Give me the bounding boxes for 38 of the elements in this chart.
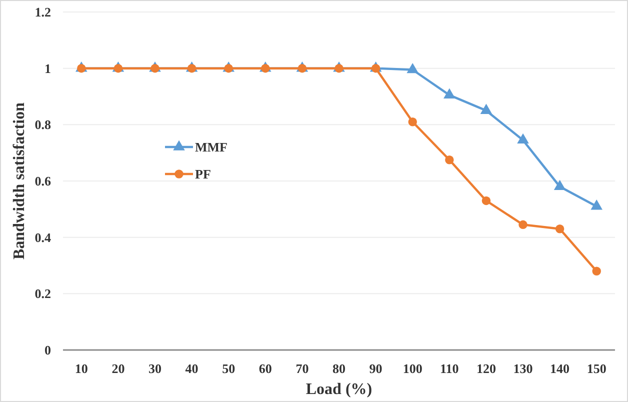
point <box>406 62 418 74</box>
y-tick-label: 0 <box>44 342 51 358</box>
y-tick-label: 0.8 <box>34 117 52 132</box>
point <box>480 104 492 114</box>
y-tick-label: 0.4 <box>34 230 52 245</box>
point <box>590 200 602 210</box>
point <box>444 88 456 98</box>
point <box>592 266 601 276</box>
x-tick-label: 10 <box>74 361 88 376</box>
legend-label: MMF <box>195 140 228 155</box>
legend-label: PF <box>195 166 211 182</box>
x-tick-label: 120 <box>476 361 496 376</box>
point <box>482 196 491 206</box>
x-tick-label: 110 <box>440 361 459 376</box>
x-tick-label: 40 <box>185 361 198 376</box>
x-tick-label: 130 <box>513 361 533 376</box>
y-tick-label: 0.6 <box>34 174 52 189</box>
x-axis-title: Load (%) <box>306 381 372 398</box>
point <box>555 224 564 234</box>
x-tick-label: 140 <box>550 361 570 376</box>
point <box>518 220 528 230</box>
x-tick-label: 50 <box>222 361 236 376</box>
y-tick-label: 1.2 <box>34 4 51 20</box>
x-tick-label: 30 <box>148 361 162 376</box>
point <box>517 133 529 144</box>
x-tick-label: 60 <box>258 361 272 376</box>
x-tick-label: 70 <box>296 361 309 376</box>
x-tick-label: 100 <box>402 361 422 376</box>
point <box>554 180 566 190</box>
y-tick-label: 0.2 <box>34 286 51 302</box>
x-tick-label: 90 <box>369 361 382 376</box>
y-tick-label: 1 <box>44 60 51 76</box>
y-axis-title: Bandwidth satisfaction <box>11 102 28 260</box>
x-tick-label: 80 <box>332 361 346 376</box>
x-tick-label: 20 <box>112 361 125 376</box>
point <box>445 156 454 164</box>
x-tick-label: 150 <box>586 361 606 376</box>
point <box>408 117 417 126</box>
